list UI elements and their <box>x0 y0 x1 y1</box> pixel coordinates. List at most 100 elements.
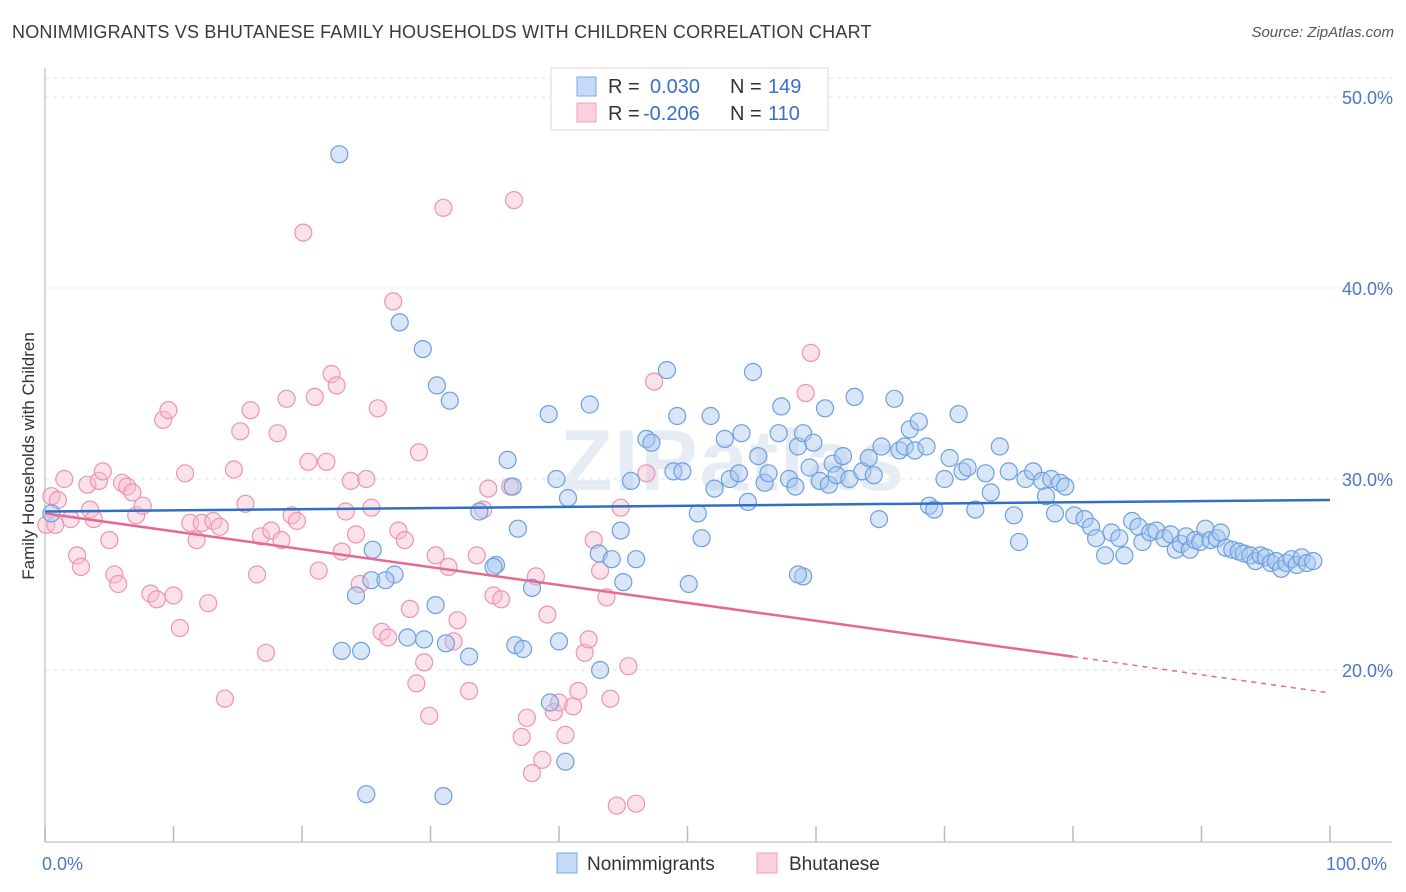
bhutanese-point-46 <box>287 511 306 531</box>
nonimmigrants-point-41 <box>755 473 774 492</box>
nonimmigrants-point-132 <box>1292 548 1311 567</box>
nonimmigrants-point-90 <box>1045 504 1065 523</box>
bhutanese-point-45 <box>282 506 301 525</box>
bhutanese-point-80 <box>479 479 498 498</box>
nonimmigrants-point-72 <box>925 500 944 519</box>
nonimmigrants-point-37 <box>732 424 751 443</box>
bhutanese-point-47 <box>294 223 313 242</box>
bhutanese-point-107 <box>644 372 664 391</box>
bhutanese-point-56 <box>341 471 360 490</box>
bhutanese-point-43 <box>272 530 291 550</box>
bhutanese-point-44 <box>277 389 296 408</box>
y-axis-label: Family Households with Children <box>19 332 38 580</box>
nonimmigrants-point-51 <box>810 471 830 490</box>
nonimmigrants-point-152 <box>434 786 453 806</box>
x-tick-min: 0.0% <box>42 854 83 874</box>
bhutanese-point-90 <box>538 605 557 624</box>
nonimmigrants-point-92 <box>1056 477 1075 496</box>
bottom-legend-label-2: Bhutanese <box>789 854 880 875</box>
bhutanese-point-74 <box>439 557 458 577</box>
bhutanese-point-96 <box>575 643 594 662</box>
legend-n-label-1: N = <box>730 76 762 98</box>
nonimmigrants-point-148 <box>590 660 610 680</box>
nonimmigrants-point-42 <box>759 464 778 483</box>
nonimmigrants-point-117 <box>1211 523 1230 542</box>
bhutanese-point-77 <box>460 681 479 701</box>
source-label: Source: ZipAtlas.com <box>1251 24 1394 41</box>
bhutanese-point-14 <box>109 574 128 594</box>
y-tick-label-40: 40.0% <box>1342 279 1393 299</box>
nonimmigrants-point-135 <box>363 540 382 559</box>
nonimmigrants-point-137 <box>346 586 366 605</box>
bhutanese-point-24 <box>164 586 183 605</box>
bhutanese-point-7 <box>78 475 97 494</box>
bhutanese-point-12 <box>100 530 119 550</box>
nonimmigrants-point-151 <box>376 571 395 590</box>
nonimmigrants-point-140 <box>415 630 434 649</box>
bhutanese-point-25 <box>170 618 189 638</box>
nonimmigrants-point-61 <box>864 466 883 485</box>
nonimmigrants-point-108 <box>1166 540 1185 559</box>
nonimmigrants-point-87 <box>1033 471 1052 490</box>
nonimmigrants-point-83 <box>1004 506 1024 525</box>
nonimmigrants-point-153 <box>556 752 575 771</box>
bhutanese-point-108 <box>796 384 815 403</box>
nonimmigrants-point-32 <box>701 406 720 426</box>
bhutanese-point-49 <box>305 387 324 406</box>
bhutanese-point-105 <box>626 794 646 813</box>
bhutanese-point-22 <box>154 410 173 429</box>
nonimmigrants-point-14 <box>547 469 566 489</box>
nonimmigrants-point-96 <box>1086 529 1106 548</box>
bhutanese-point-34 <box>224 460 243 479</box>
nonimmigrants-point-95 <box>1081 517 1101 536</box>
nonimmigrants-point-141 <box>426 595 445 615</box>
nonimmigrants-point-3 <box>413 340 432 359</box>
nonimmigrants-point-44 <box>772 397 791 416</box>
bhutanese-point-57 <box>346 525 366 544</box>
bhutanese-point-8 <box>80 500 100 519</box>
nonimmigrants-point-138 <box>385 565 404 584</box>
bhutanese-point-63 <box>379 628 398 647</box>
nonimmigrants-point-53 <box>819 475 839 494</box>
nonimmigrants-point-122 <box>1241 546 1260 565</box>
nonimmigrants-point-150 <box>352 641 371 661</box>
bhutanese-point-26 <box>176 464 195 483</box>
nonimmigrants-point-19 <box>611 521 630 540</box>
nonimmigrants-point-154 <box>357 785 376 804</box>
bhutanese-point-93 <box>556 725 575 745</box>
bhutanese-point-51 <box>317 452 336 471</box>
axes <box>44 68 1392 843</box>
legend-swatch-pink <box>576 102 597 123</box>
bhutanese-point-54 <box>332 542 351 561</box>
bhutanese-point-23 <box>159 401 178 420</box>
nonimmigrants-point-22 <box>626 550 646 569</box>
bhutanese-point-52 <box>322 364 341 384</box>
nonimmigrants-point-7 <box>486 555 506 575</box>
nonimmigrants-point-46 <box>786 477 805 496</box>
nonimmigrants-point-4 <box>427 376 446 395</box>
y-tick-labels: 20.0% 30.0% 40.0% 50.0% <box>1342 88 1393 681</box>
nonimmigrants-point-25 <box>657 361 677 380</box>
nonimmigrants-point-9 <box>498 450 517 469</box>
nonimmigrants-point-2 <box>390 313 409 332</box>
nonimmigrants-point-99 <box>1110 529 1129 548</box>
nonimmigrants-point-5 <box>440 391 459 410</box>
nonimmigrants-point-142 <box>436 634 455 653</box>
nonimmigrants-trend-line <box>44 498 1331 513</box>
nonimmigrants-point-136 <box>362 571 381 590</box>
bhutanese-point-48 <box>299 452 318 471</box>
legend-n-value-1: 149 <box>768 76 801 98</box>
nonimmigrants-point-125 <box>1256 548 1275 567</box>
nonimmigrants-point-49 <box>800 458 819 477</box>
bhutanese-point-73 <box>434 198 453 217</box>
nonimmigrants-point-35 <box>720 469 740 489</box>
watermark: ZIPatlas <box>560 413 906 509</box>
nonimmigrants-point-12 <box>522 578 542 598</box>
bhutanese-point-40 <box>256 643 276 662</box>
nonimmigrants-point-79 <box>976 464 995 483</box>
nonimmigrants-point-52 <box>815 399 835 418</box>
legend-box <box>550 67 829 131</box>
bhutanese-point-69 <box>409 443 428 462</box>
nonimmigrants-point-1 <box>330 145 349 164</box>
